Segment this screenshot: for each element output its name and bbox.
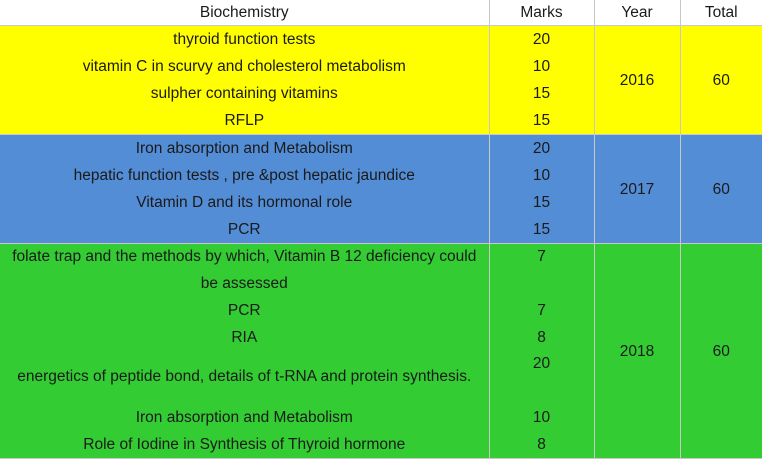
marks-cell: 7: [488, 297, 594, 324]
year-cell: 2017: [593, 134, 680, 244]
header-row: Biochemistry Marks Year Total: [0, 0, 762, 26]
topic-cell: thyroid function tests: [173, 31, 316, 48]
table-row: PCR 15: [0, 216, 762, 244]
year-group-2018: folate trap and the methods by which, Vi…: [0, 243, 762, 459]
topic-cell: folate trap and the methods by which, Vi…: [12, 248, 477, 292]
marks-cell: 8: [488, 431, 594, 459]
table-row: Role of Iodine in Synthesis of Thyroid h…: [0, 431, 762, 459]
table-row: vitamin C in scurvy and cholesterol meta…: [0, 53, 762, 80]
marks-cell: 10: [488, 404, 594, 431]
year-group-2016: thyroid function tests 20 2016 60 vitamin C …: [0, 25, 762, 135]
topic-cell: PCR: [227, 302, 261, 319]
total-cell: 60: [679, 134, 762, 244]
marks-cell: 8: [488, 324, 594, 351]
marks-cell: 10: [488, 162, 594, 189]
marks-cell: 15: [488, 189, 594, 216]
year-group-2017: Iron absorption and Metabolism 20 2017 60 he…: [0, 134, 762, 244]
table-row: folate trap and the methods by which, Vi…: [0, 243, 762, 459]
marks-cell: 20: [488, 25, 594, 53]
year-cell: 2016: [593, 25, 680, 135]
topic-cell: vitamin C in scurvy and cholesterol meta…: [82, 58, 406, 75]
table-row: Iron absorption and Metabolism 10: [0, 404, 762, 431]
header-topic: Biochemistry: [0, 0, 489, 26]
header-year: Year: [593, 0, 680, 26]
table-row: Iron absorption and Metabolism 20 2017 60: [0, 134, 762, 244]
table-row: RIA 8: [0, 324, 762, 351]
total-cell: 60: [679, 25, 762, 135]
marks-cell: 20: [488, 134, 594, 162]
table-row: Vitamin D and its hormonal role 15: [0, 189, 762, 216]
table-row: sulpher containing vitamins 15: [0, 80, 762, 107]
table-row: PCR 7: [0, 297, 762, 324]
topic-cell: hepatic function tests , pre &post hepat…: [73, 167, 415, 184]
topic-cell: Role of Iodine in Synthesis of Thyroid h…: [83, 436, 406, 453]
topic-cell: Iron absorption and Metabolism: [135, 140, 353, 157]
marks-cell: 10: [488, 53, 594, 80]
topic-cell: Vitamin D and its hormonal role: [136, 194, 353, 211]
marks-cell: 7: [488, 243, 594, 297]
marks-cell: 15: [488, 80, 594, 107]
marks-cell: 20: [488, 351, 594, 404]
topic-cell: PCR: [227, 221, 261, 238]
table-row: thyroid function tests 20 2016 60: [0, 25, 762, 135]
marks-cell: 15: [488, 216, 594, 244]
table-row: hepatic function tests , pre &post hepat…: [0, 162, 762, 189]
marks-cell: 15: [488, 107, 594, 135]
topic-cell: sulpher containing vitamins: [150, 85, 338, 102]
topic-cell: energetics of peptide bond, details of t…: [17, 368, 472, 386]
year-cell: 2018: [593, 243, 680, 459]
table-row: energetics of peptide bond, details of t…: [0, 351, 762, 404]
header-total: Total: [679, 0, 762, 26]
total-cell: 60: [679, 243, 762, 459]
header-marks: Marks: [488, 0, 594, 26]
topic-cell: RIA: [231, 329, 258, 346]
topic-cell: Iron absorption and Metabolism: [135, 409, 353, 426]
table-row: RFLP 15: [0, 107, 762, 135]
topic-cell: RFLP: [224, 112, 265, 129]
